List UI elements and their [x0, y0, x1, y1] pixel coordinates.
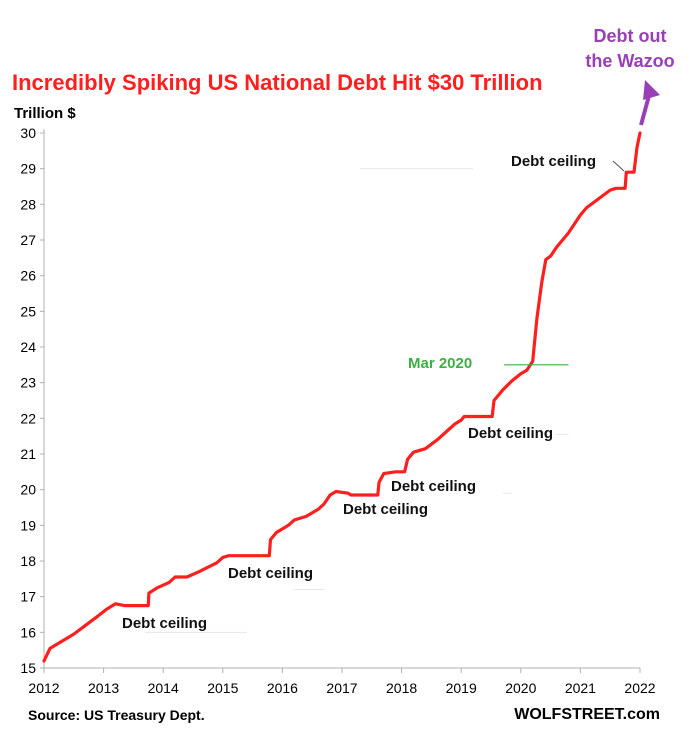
y-tick-label: 15	[20, 660, 36, 676]
mar-2020-label: Mar 2020	[408, 355, 472, 372]
y-tick-label: 22	[20, 410, 36, 426]
chart-title: Incredibly Spiking US National Debt Hit …	[12, 70, 543, 95]
y-tick-label: 17	[20, 589, 36, 605]
x-tick-label: 2012	[28, 680, 59, 696]
debt-ceiling-label: Debt ceiling	[228, 565, 313, 582]
y-tick-label: 23	[20, 375, 36, 391]
x-tick-label: 2015	[207, 680, 238, 696]
x-tick-label: 2022	[624, 680, 655, 696]
y-tick-label: 21	[20, 446, 36, 462]
debt-ceiling-pointer	[612, 160, 625, 172]
x-tick-label: 2016	[267, 680, 298, 696]
debt-ceiling-label: Debt ceiling	[391, 478, 476, 495]
x-tick-label: 2018	[386, 680, 417, 696]
y-unit-label: Trillion $	[14, 105, 76, 122]
x-tick-label: 2017	[326, 680, 357, 696]
x-tick-label: 2019	[446, 680, 477, 696]
y-tick-label: 26	[20, 268, 36, 284]
x-tick-label: 2020	[505, 680, 536, 696]
debt-ceiling-label: Debt ceiling	[468, 425, 553, 442]
debt-series-line	[42, 131, 642, 663]
x-tick-label: 2013	[88, 680, 119, 696]
brand-logo-text: WOLFSTREET.com	[514, 706, 660, 723]
y-tick-label: 16	[20, 624, 36, 640]
debt-ceiling-label: Debt ceiling	[343, 501, 428, 518]
y-tick-label: 19	[20, 517, 36, 533]
wazoo-annotation: Debt out the Wazoo	[585, 26, 675, 71]
y-tick-label: 20	[20, 482, 36, 498]
y-tick-label: 28	[20, 196, 36, 212]
y-tick-label: 24	[20, 339, 36, 355]
source-note: Source: US Treasury Dept.	[28, 707, 205, 723]
y-tick-label: 18	[20, 553, 36, 569]
y-tick-label: 27	[20, 232, 36, 248]
debt-ceiling-label: Debt ceiling	[511, 153, 596, 170]
x-tick-label: 2021	[565, 680, 596, 696]
debt-ceiling-label: Debt ceiling	[122, 615, 207, 632]
y-tick-label: 25	[20, 303, 36, 319]
wazoo-arrow-head	[643, 80, 660, 100]
y-tick-label: 29	[20, 161, 36, 177]
y-tick-label: 30	[20, 125, 36, 141]
x-tick-label: 2014	[148, 680, 179, 696]
